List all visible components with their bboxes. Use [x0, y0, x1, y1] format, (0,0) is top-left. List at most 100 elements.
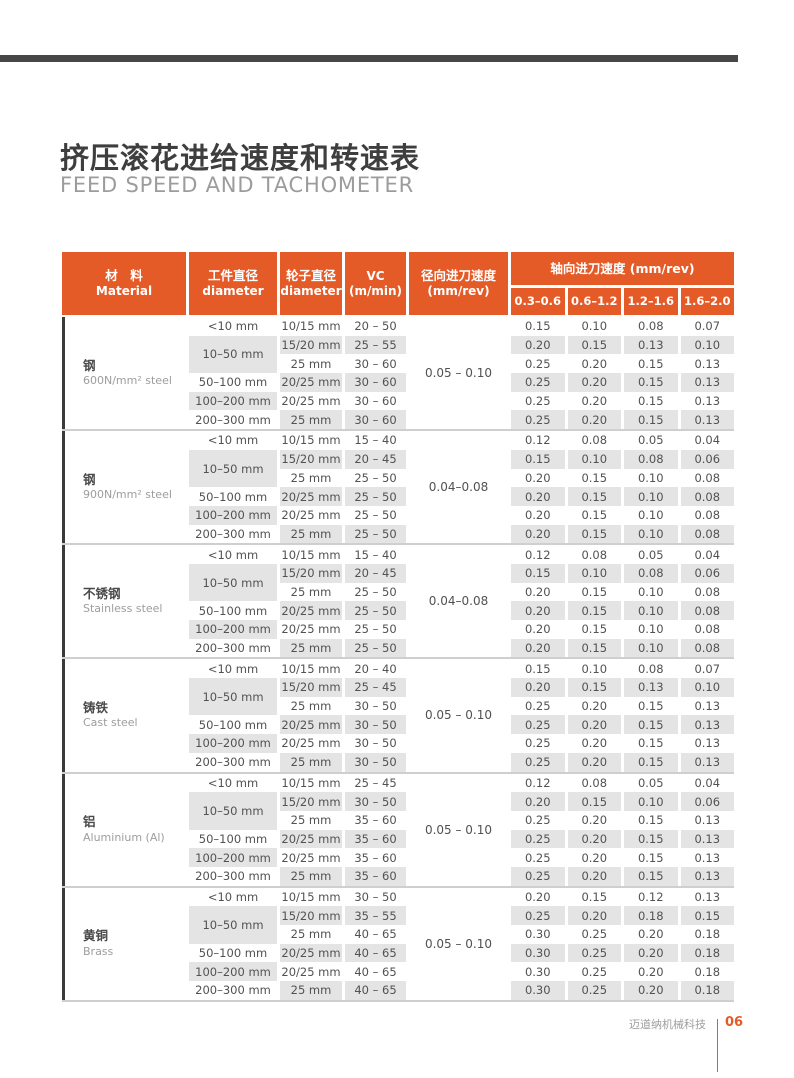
- axial-feed-cell: 0.25: [511, 696, 565, 716]
- axial-feed-cell: 0.10: [624, 638, 678, 658]
- vc-cell: 30 – 60: [345, 391, 406, 411]
- axial-feed-cell: 0.25: [567, 962, 621, 982]
- axial-feed-cell: 0.20: [511, 678, 565, 697]
- vc-cell: 15 – 40: [345, 545, 406, 564]
- group-separator: [62, 885, 734, 888]
- header-axial-range-3: 1.2–1.6: [624, 288, 678, 315]
- wheel-diameter-cell: 10/15 mm: [280, 431, 342, 450]
- vc-cell: 20 – 45: [345, 563, 406, 583]
- material-group-3: 不锈钢 Stainless steel <10 mm 10/15 mm 15 – 40 0…: [62, 545, 734, 658]
- axial-feed-cell: 0.25: [511, 391, 565, 411]
- material-name-en: Stainless steel: [83, 602, 163, 616]
- header-radial-zh: 径向进刀速度: [420, 268, 496, 284]
- vc-cell: 30 – 50: [345, 752, 406, 772]
- workpiece-diameter-cell: 100–200 mm: [189, 391, 277, 411]
- wheel-diameter-cell: 25 mm: [280, 638, 342, 658]
- axial-feed-cell: 0.20: [511, 468, 565, 488]
- wheel-diameter-cell: 10/15 mm: [280, 317, 342, 336]
- header-wheel-diameter: 轮子直径 diameter: [280, 252, 342, 315]
- axial-feed-cell: 0.25: [567, 943, 621, 963]
- wheel-diameter-cell: 15/20 mm: [280, 335, 342, 355]
- wheel-diameter-cell: 20/25 mm: [280, 601, 342, 620]
- axial-feed-cell: 0.25: [567, 981, 621, 1000]
- axial-feed-cell: 0.20: [567, 848, 621, 867]
- header-axial-range-2: 0.6–1.2: [567, 288, 621, 315]
- material-group-4: 铸铁 Cast steel <10 mm 10/15 mm 20 – 40 0.15 0.1…: [62, 659, 734, 772]
- workpiece-diameter-cell: 100–200 mm: [189, 848, 277, 867]
- axial-feed-cell: 0.06: [680, 792, 734, 811]
- axial-feed-cell: 0.08: [624, 317, 678, 336]
- axial-feed-cell: 0.20: [511, 887, 565, 907]
- axial-feed-cell: 0.08: [567, 431, 621, 450]
- header-workpiece-zh: 工件直径: [207, 268, 258, 284]
- axial-feed-cell: 0.08: [680, 505, 734, 525]
- vc-cell: 35 – 55: [345, 906, 406, 925]
- workpiece-diameter-cell: 50–100 mm: [189, 601, 277, 620]
- axial-feed-cell: 0.12: [624, 887, 678, 907]
- vc-cell: 25 – 50: [345, 620, 406, 639]
- axial-feed-cell: 0.12: [511, 545, 565, 564]
- axial-feed-cell: 0.10: [624, 582, 678, 602]
- wheel-diameter-cell: 25 mm: [280, 752, 342, 772]
- axial-feed-cell: 0.20: [567, 391, 621, 411]
- axial-feed-cell: 0.25: [567, 925, 621, 944]
- wheel-diameter-cell: 25 mm: [280, 582, 342, 602]
- axial-feed-cell: 0.25: [511, 373, 565, 392]
- material-name-en: Brass: [83, 944, 114, 958]
- axial-feed-cell: 0.18: [680, 925, 734, 944]
- vc-cell: 30 – 50: [345, 696, 406, 716]
- header-vc: VC (m/min): [345, 252, 406, 315]
- axial-feed-cell: 0.15: [624, 391, 678, 411]
- vc-cell: 25 – 55: [345, 335, 406, 355]
- axial-feed-cell: 0.25: [511, 906, 565, 925]
- axial-feed-cell: 0.20: [567, 410, 621, 430]
- axial-feed-cell: 0.12: [511, 773, 565, 793]
- axial-feed-cell: 0.10: [680, 678, 734, 697]
- footer-page-number: 06: [725, 1015, 744, 1030]
- axial-feed-cell: 0.08: [624, 449, 678, 469]
- axial-feed-cell: 0.20: [511, 524, 565, 544]
- axial-feed-cell: 0.05: [624, 545, 678, 564]
- axial-feed-cell: 0.20: [567, 906, 621, 925]
- material-cell: 钢 600N/mm² steel: [62, 317, 186, 430]
- axial-feed-cell: 0.04: [680, 545, 734, 564]
- wheel-diameter-cell: 25 mm: [280, 696, 342, 716]
- axial-feed-cell: 0.15: [680, 906, 734, 925]
- radial-feed-cell: 0.05 – 0.10: [409, 887, 508, 1000]
- workpiece-diameter-cell: <10 mm: [189, 773, 277, 793]
- radial-feed-cell: 0.05 – 0.10: [409, 659, 508, 772]
- header-material: 材 料 Material: [62, 252, 186, 315]
- axial-feed-cell: 0.08: [680, 620, 734, 639]
- material-group-2: 钢 900N/mm² steel <10 mm 10/15 mm 15 – 40 0.12…: [62, 431, 734, 544]
- vc-cell: 30 – 50: [345, 792, 406, 811]
- vc-cell: 35 – 60: [345, 829, 406, 849]
- workpiece-diameter-cell: 200–300 mm: [189, 981, 277, 1000]
- radial-feed-cell: 0.05 – 0.10: [409, 773, 508, 886]
- vc-cell: 25 – 45: [345, 773, 406, 793]
- axial-feed-cell: 0.12: [511, 431, 565, 450]
- axial-feed-cell: 0.25: [511, 734, 565, 753]
- axial-feed-cell: 0.04: [680, 431, 734, 450]
- axial-feed-cell: 0.15: [511, 659, 565, 679]
- workpiece-diameter-cell: 10–50 mm: [189, 678, 277, 716]
- axial-feed-cell: 0.20: [567, 866, 621, 886]
- axial-feed-cell: 0.25: [511, 810, 565, 830]
- header-axial-feed: 轴向进刀速度 (mm/rev): [511, 252, 734, 285]
- axial-feed-cell: 0.13: [680, 829, 734, 849]
- workpiece-diameter-cell: <10 mm: [189, 659, 277, 679]
- axial-feed-cell: 0.13: [680, 752, 734, 772]
- axial-feed-cell: 0.13: [680, 734, 734, 753]
- workpiece-diameter-cell: 200–300 mm: [189, 638, 277, 658]
- axial-feed-cell: 0.15: [567, 887, 621, 907]
- page-title-zh: 挤压滚花进给速度和转速表: [60, 141, 421, 175]
- axial-feed-cell: 0.15: [511, 449, 565, 469]
- axial-feed-cell: 0.20: [567, 810, 621, 830]
- vc-cell: 30 – 60: [345, 354, 406, 374]
- vc-cell: 35 – 60: [345, 866, 406, 886]
- vc-cell: 25 – 50: [345, 524, 406, 544]
- material-cell: 黄铜 Brass: [62, 887, 186, 1000]
- axial-feed-cell: 0.30: [511, 962, 565, 982]
- axial-feed-cell: 0.13: [680, 810, 734, 830]
- workpiece-diameter-cell: 50–100 mm: [189, 487, 277, 506]
- axial-feed-cell: 0.10: [624, 620, 678, 639]
